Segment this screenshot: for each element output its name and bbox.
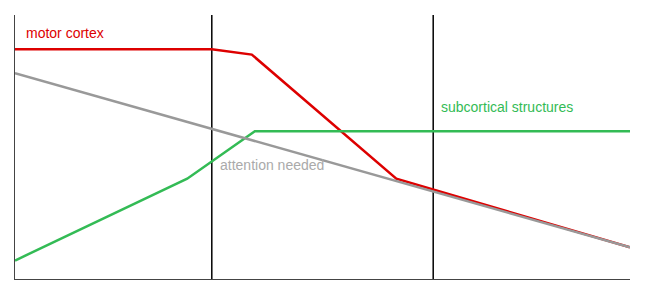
svg-text:motor cortex: motor cortex <box>26 25 104 41</box>
svg-text:attention needed: attention needed <box>220 157 324 173</box>
svg-text:subcortical structures: subcortical structures <box>441 99 573 115</box>
